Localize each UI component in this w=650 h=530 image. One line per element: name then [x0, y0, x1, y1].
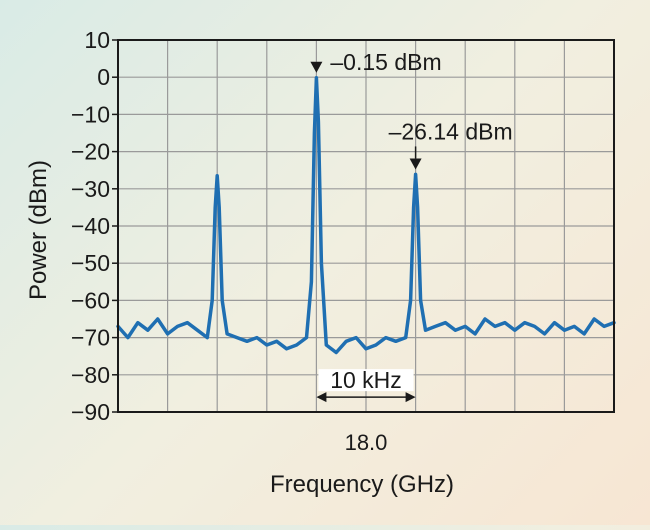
y-tick-label: −60 [71, 287, 110, 313]
peak-marker-arrow [409, 158, 422, 170]
series-line-layer [116, 76, 616, 355]
y-axis-label: Power (dBm) [25, 160, 52, 300]
y-tick-label: −10 [71, 101, 110, 127]
span-arrow-head-right [405, 392, 416, 403]
grid-layer [118, 40, 614, 412]
x-axis-label: Frequency (GHz) [270, 471, 454, 498]
span-arrow-head-left [316, 392, 327, 403]
y-tick-label: −50 [71, 250, 110, 276]
y-tick-label: −70 [71, 325, 110, 351]
y-tick-label: 10 [84, 27, 110, 53]
annotation-layer: –0.15 dBm –26.14 dBm 10 kHz [310, 49, 513, 403]
span-label: 10 kHz [330, 367, 402, 393]
peak-label: –26.14 dBm [389, 118, 513, 144]
y-tick-labels: 10 0 −10 −20 −30 −40 −50 −60 −70 −80 −90 [71, 27, 118, 425]
x-tick-label: 18.0 [345, 430, 388, 455]
y-tick-label: −30 [71, 176, 110, 202]
span-label-background [318, 369, 414, 392]
y-tick-label: −80 [71, 362, 110, 388]
y-tick-label: −90 [71, 399, 110, 425]
y-tick-label: −20 [71, 139, 110, 165]
series-line-0 [116, 76, 616, 355]
peak-label: –0.15 dBm [330, 49, 441, 75]
y-tick-label: 0 [97, 64, 110, 90]
peak-marker-arrow [310, 61, 323, 73]
y-tick-label: −40 [71, 213, 110, 239]
